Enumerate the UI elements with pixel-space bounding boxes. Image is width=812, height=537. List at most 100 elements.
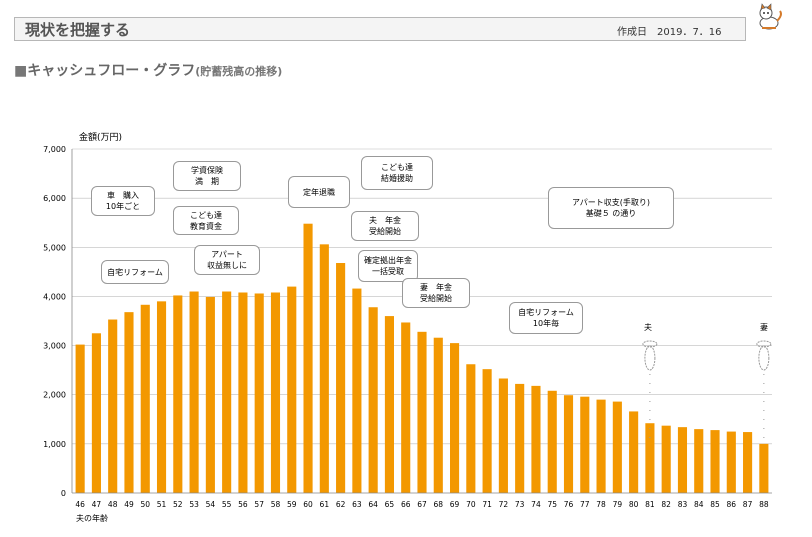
x-tick-label: 67 (417, 500, 427, 509)
bar-age-46 (75, 344, 85, 493)
bar-age-57 (254, 293, 264, 493)
axis-layer: 0 1,000 2,000 3,000 4,000 5,000 6,000 7,000 46 47… (43, 145, 772, 509)
x-axis-label: 夫の年齢 (76, 513, 108, 523)
bar-age-69 (450, 343, 460, 493)
wife-marker-icon (758, 345, 770, 371)
x-tick-label: 58 (271, 500, 281, 509)
bar-age-76 (563, 395, 574, 493)
y-axis-label: 金額(万円) (79, 131, 122, 143)
created-date: 作成日 2019．7．16 (617, 27, 722, 38)
x-tick-label: 83 (678, 500, 688, 509)
x-tick-label: 71 (482, 500, 492, 509)
x-tick-label: 76 (564, 500, 574, 509)
bar-age-56 (238, 292, 248, 493)
x-tick-label: 54 (206, 500, 216, 509)
husband-marker-label: 夫 (644, 323, 652, 332)
callout-reform-every-10-years: 自宅リフォーム 10年毎 (509, 302, 583, 334)
x-tick-label: 57 (254, 500, 264, 509)
x-tick-label: 64 (368, 500, 378, 509)
x-tick-label: 52 (173, 500, 183, 509)
callout-dc-pension-lump-sum: 確定拠出年金 一括受取 (358, 250, 418, 282)
callout-apartment-income: アパート収支(手取り) 基礎５ の通り (548, 187, 674, 229)
section-square-icon: ■ (14, 63, 28, 79)
bar-age-48 (108, 319, 118, 493)
x-tick-label: 84 (694, 500, 704, 509)
callout-home-reform: 自宅リフォーム (101, 260, 169, 284)
bar-age-50 (140, 304, 150, 493)
x-tick-label: 63 (352, 500, 362, 509)
chart-title: キャッシュフロー・グラフ (27, 63, 196, 79)
bar-age-63 (352, 288, 362, 493)
x-tick-label: 86 (727, 500, 737, 509)
x-tick-label: 85 (710, 500, 720, 509)
bar-age-55 (222, 291, 232, 493)
x-tick-label: 79 (613, 500, 623, 509)
x-tick-label: 59 (287, 500, 297, 509)
x-tick-label: 55 (222, 500, 232, 509)
y-tick-label: 3,000 (43, 342, 66, 351)
bar-age-75 (547, 390, 557, 493)
x-tick-label: 65 (385, 500, 395, 509)
x-tick-label: 66 (401, 500, 411, 509)
bar-age-54 (205, 296, 215, 493)
x-tick-label: 69 (450, 500, 460, 509)
x-tick-label: 56 (238, 500, 248, 509)
bar-layer (75, 223, 769, 493)
title-bar: 現状を把握する 作成日 2019．7．16 (14, 17, 746, 41)
x-tick-label: 73 (515, 500, 525, 509)
bar-age-83 (677, 427, 688, 493)
bar-age-74 (531, 385, 541, 493)
bar-age-60 (303, 223, 313, 493)
bar-age-86 (726, 431, 736, 493)
x-tick-label: 72 (499, 500, 509, 509)
bar-age-88 (759, 443, 769, 493)
x-tick-label: 82 (661, 500, 671, 509)
bar-age-79 (612, 401, 622, 493)
bar-age-85 (710, 430, 720, 493)
y-tick-label: 6,000 (43, 194, 66, 203)
x-tick-label: 77 (580, 500, 590, 509)
bar-age-65 (384, 316, 394, 493)
callout-husband-pension: 夫 年金 受給開始 (351, 211, 419, 241)
wife-marker-label: 妻 (760, 323, 768, 332)
x-tick-label: 70 (466, 500, 476, 509)
x-tick-label: 87 (743, 500, 753, 509)
bar-age-81 (645, 423, 655, 493)
x-tick-label: 60 (303, 500, 313, 509)
husband-halo-icon (642, 340, 658, 348)
bar-age-49 (124, 312, 134, 493)
bar-age-68 (433, 337, 443, 493)
callout-education-fund: こども達 教育資金 (173, 206, 239, 235)
page-title: 現状を把握する (25, 21, 131, 39)
bar-age-67 (417, 331, 427, 493)
bar-age-87 (743, 432, 753, 493)
y-tick-label: 5,000 (43, 243, 66, 252)
bar-age-53 (189, 291, 199, 493)
bar-age-84 (694, 429, 704, 493)
bar-age-58 (270, 292, 281, 493)
husband-marker-icon (644, 345, 656, 371)
y-tick-label: 7,000 (43, 145, 66, 154)
x-tick-label: 51 (157, 500, 167, 509)
bar-age-47 (91, 333, 101, 493)
x-tick-label: 68 (434, 500, 444, 509)
bar-age-71 (482, 369, 492, 493)
bar-age-52 (173, 295, 183, 493)
x-tick-label: 50 (140, 500, 150, 509)
x-tick-label: 88 (759, 500, 769, 509)
callout-car-purchase: 車 購入 10年ごと (91, 186, 155, 216)
bar-age-62 (336, 263, 346, 493)
callout-wife-pension: 妻 年金 受給開始 (402, 278, 470, 308)
chart-subtitle: (貯蓄残高の推移) (195, 65, 283, 78)
y-tick-label: 1,000 (43, 440, 66, 449)
bar-age-61 (319, 244, 329, 493)
bar-age-73 (515, 383, 525, 493)
bar-age-78 (596, 399, 606, 493)
x-tick-label: 78 (596, 500, 606, 509)
y-tick-label: 0 (61, 489, 66, 498)
callout-retirement: 定年退職 (288, 176, 350, 208)
x-tick-label: 48 (108, 500, 118, 509)
bar-age-72 (498, 378, 508, 493)
x-tick-label: 46 (75, 500, 85, 509)
callout-education-insurance: 学資保険 満 期 (173, 161, 241, 191)
